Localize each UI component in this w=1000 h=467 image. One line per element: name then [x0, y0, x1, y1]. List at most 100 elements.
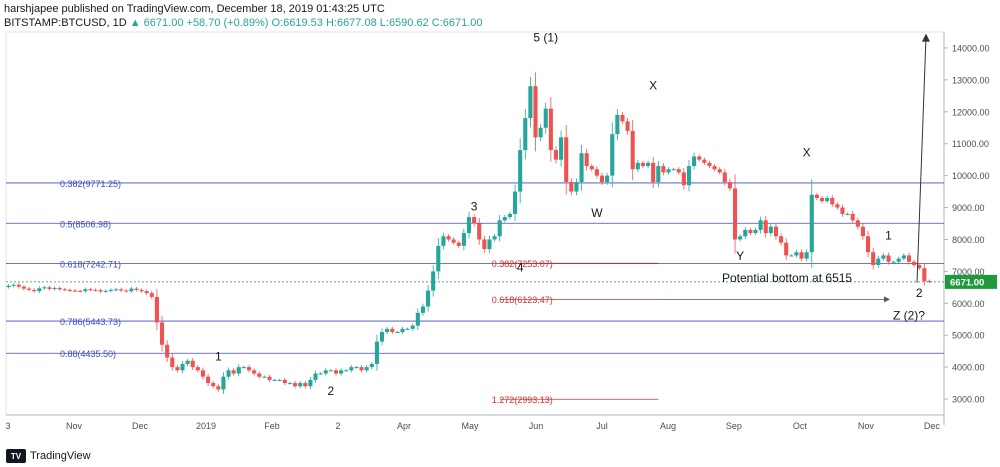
last-price-label: 6671.00 [950, 277, 984, 288]
candle-body [692, 156, 697, 167]
candle-body [262, 376, 267, 378]
candle-body [78, 290, 83, 292]
candle-body [318, 373, 323, 375]
candle-body [482, 239, 487, 250]
candle-body [180, 363, 185, 371]
x-tick-label: May [461, 421, 479, 431]
fib-label: 0.618(7242.71) [60, 260, 121, 270]
candle-body [533, 86, 538, 138]
candle-body [651, 162, 656, 183]
candle-body [16, 284, 21, 287]
x-tick-label: Jul [596, 421, 608, 431]
candle-body [21, 286, 26, 289]
candle-body [124, 290, 129, 292]
candle-body [738, 236, 743, 240]
projection-arrowhead [922, 33, 930, 42]
candle-body [11, 284, 16, 286]
candle-body [216, 386, 221, 390]
candle-body [364, 367, 369, 371]
wave-label: 2 [328, 384, 335, 398]
candle-body [901, 255, 906, 259]
candle-body [73, 290, 78, 292]
candle-body [763, 220, 768, 234]
x-tick-label: Aug [660, 421, 676, 431]
candle-body [221, 376, 226, 390]
annotation-text: Potential bottom at 6515 [722, 271, 852, 285]
wave-label: 1 [885, 228, 892, 242]
candle-body [154, 296, 159, 323]
wave-label: 1 [215, 350, 222, 364]
candle-body [794, 252, 799, 256]
candle-body [129, 288, 134, 292]
x-tick-label: Nov [66, 421, 83, 431]
candle-body [303, 383, 308, 387]
y-tick-label: 6000.00 [952, 299, 985, 309]
price-change: +58.70 (+0.89%) [186, 17, 269, 29]
candle-body [252, 370, 257, 374]
wave-label: W [591, 206, 603, 220]
candle-body [748, 229, 753, 234]
wave-label: X [803, 145, 811, 159]
candle-body [492, 236, 497, 240]
candle-body [630, 130, 635, 170]
candle-body [620, 114, 625, 122]
candle-body [379, 332, 385, 342]
candle-body [144, 291, 149, 294]
candle-body [466, 217, 472, 234]
candle-body [635, 162, 640, 170]
candle-body [134, 288, 139, 290]
candle-body [328, 370, 333, 372]
candle-body [390, 328, 395, 333]
candle-body [32, 289, 37, 292]
candle-body [436, 245, 441, 272]
candle-body [840, 207, 845, 214]
candle-body [640, 162, 645, 167]
candle-body [661, 166, 666, 173]
candle-body [784, 242, 789, 256]
candle-body [809, 194, 814, 253]
candle-body [103, 290, 108, 292]
candle-body [83, 289, 88, 292]
candle-body [431, 271, 436, 291]
candle-body [553, 150, 559, 160]
x-tick-label: 2019 [196, 421, 216, 431]
x-tick-label: 2 [335, 421, 340, 431]
candle-body [349, 367, 354, 371]
candle-body [420, 306, 426, 313]
wave-label: X [649, 78, 657, 92]
candle-body [211, 383, 216, 387]
candle-body [564, 137, 569, 183]
candle-body [574, 182, 579, 192]
annotation-arrowhead [884, 296, 890, 303]
candle-body [594, 169, 599, 176]
x-tick-label: Dec [924, 421, 941, 431]
candle-body [906, 255, 912, 262]
candle-body [599, 175, 605, 183]
candle-body [743, 229, 748, 237]
candle-body [548, 108, 553, 151]
candle-body [477, 223, 482, 240]
candle-body [625, 121, 630, 131]
candle-body [170, 357, 175, 368]
x-tick-label: Oct [793, 421, 808, 431]
y-tick-label: 9000.00 [952, 203, 985, 213]
candle-body [272, 379, 277, 381]
candle-body [257, 373, 262, 377]
candle-body [717, 169, 722, 173]
candle-body [67, 289, 72, 291]
candle-body [165, 344, 170, 358]
candle-body [374, 341, 379, 364]
candle-body [57, 287, 62, 290]
candle-body [108, 289, 113, 291]
candle-body [707, 162, 712, 167]
candle-body [671, 169, 676, 171]
candle-body [410, 325, 415, 329]
x-tick-label: Dec [132, 421, 149, 431]
y-tick-label: 12000.00 [952, 107, 990, 117]
candle-body [344, 370, 349, 372]
candle-body [246, 367, 252, 371]
candle-body [159, 322, 165, 345]
candle-body [589, 166, 594, 170]
y-tick-label: 10000.00 [952, 171, 990, 181]
